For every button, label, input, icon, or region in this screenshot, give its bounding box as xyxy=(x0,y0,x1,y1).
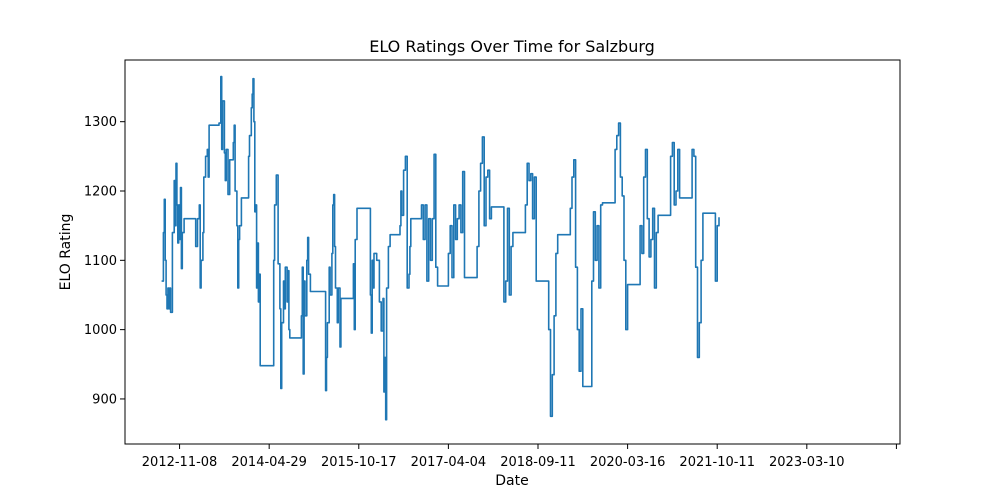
x-tick-label: 2015-10-17 xyxy=(321,455,397,470)
y-tick-label: 1100 xyxy=(84,254,117,269)
x-tick-label: 2020-03-16 xyxy=(590,455,666,470)
x-axis: 2012-11-08 2014-04-29 2015-10-17 2017-04-04… xyxy=(142,444,897,470)
plot-area xyxy=(161,75,720,421)
x-tick-label: 2018-09-11 xyxy=(500,455,576,470)
y-tick-label: 1200 xyxy=(84,185,117,200)
series-line-salzburg xyxy=(161,75,720,421)
y-tick-label: 900 xyxy=(92,392,117,407)
y-tick-label: 1300 xyxy=(84,115,117,130)
x-tick-label: 2012-11-08 xyxy=(142,455,218,470)
y-axis: 900 1000 1100 1200 1300 xyxy=(84,115,125,407)
x-tick-label: 2023-03-10 xyxy=(769,455,845,470)
axes-frame xyxy=(124,59,901,445)
x-axis-label: Date xyxy=(495,473,528,489)
x-tick-label: 2021-10-11 xyxy=(679,455,755,470)
y-axis-label: ELO Rating xyxy=(58,214,74,291)
y-tick-label: 1000 xyxy=(84,323,117,338)
chart-title: ELO Ratings Over Time for Salzburg xyxy=(369,37,655,56)
x-tick-label: 2014-04-29 xyxy=(231,455,307,470)
x-tick-label: 2017-04-04 xyxy=(411,455,487,470)
